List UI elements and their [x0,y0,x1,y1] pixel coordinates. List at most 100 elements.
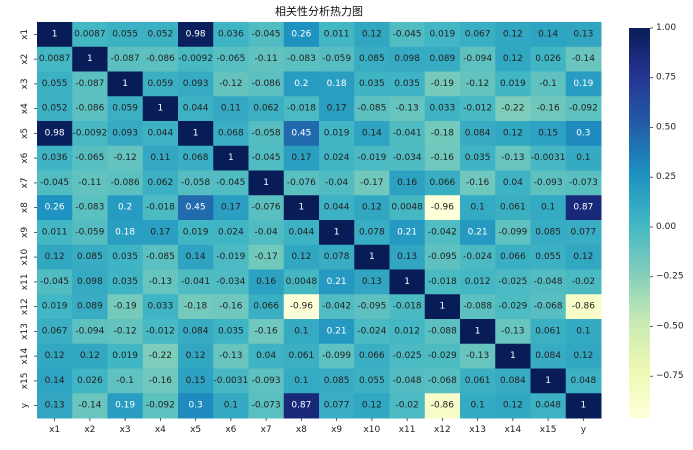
cell-value-label: 0.13 [573,29,593,39]
heatmap-cell [530,71,567,97]
cell-value-label: 0.12 [503,54,523,64]
heatmap-cell [37,145,73,171]
heatmap-cell [107,393,144,419]
cell-value-label: 0.14 [186,252,206,262]
cell-value-label: 1 [263,178,269,188]
heatmap-cell [213,319,249,345]
heatmap-cell [530,220,567,246]
heatmap-cell [389,145,426,171]
cell-value-label: 0.098 [394,54,420,64]
cell-value-label: -0.19 [431,79,455,89]
cell-value-label: 0.033 [429,104,455,114]
heatmap-cell [72,96,108,122]
heatmap-cell [248,393,285,419]
cell-value-label: 0.21 [327,326,347,336]
cell-value-label: 0.024 [324,153,350,163]
heatmap-cells: 1 0.0087 0.055 0.052 0.98 0.036 -0.045 0.26 0.01… [37,22,602,419]
cell-value-label: 0.17 [150,227,170,237]
heatmap-cell [283,22,320,48]
heatmap-cell [283,195,320,221]
cell-value-label: 0.019 [112,351,138,361]
cell-value-label: 0.019 [429,29,455,39]
cell-value-label: 0.044 [324,203,350,213]
cell-value-label: -0.96 [290,302,314,312]
cell-value-label: 1 [510,351,516,361]
y-tick-label: y [20,402,30,408]
cell-value-label: 1 [87,54,93,64]
heatmap-cell [565,368,602,394]
cell-value-label: 0.19 [573,79,593,89]
cell-value-label: -0.018 [393,302,422,312]
heatmap-cell [283,343,320,369]
colorbar: 1.00 0.75 0.50 0.25 0.00 −0.25 −0.50 −0.75 [629,23,684,418]
heatmap-cell [107,220,144,246]
cell-value-label: 0.17 [291,153,311,163]
cell-value-label: -0.045 [393,29,422,39]
heatmap-cell [107,294,144,320]
cell-value-label: 0.033 [147,302,173,312]
heatmap-cell [354,343,390,369]
heatmap-cell [72,393,108,419]
cell-value-label: 0.036 [218,29,244,39]
cell-value-label: -0.073 [569,178,598,188]
heatmap-cell [283,71,320,97]
heatmap-cell [460,343,496,369]
heatmap-cell [495,244,531,270]
cell-value-label: 0.067 [42,326,68,336]
heatmap-cell [37,220,73,246]
cell-value-label: 0.077 [324,401,350,411]
heatmap-cell [178,145,214,171]
cell-value-label: 0.011 [42,227,68,237]
heatmap-cell [107,22,144,48]
cell-value-label: -0.094 [75,326,104,336]
cell-value-label: -0.02 [572,277,595,287]
cell-value-label: 0.084 [535,351,561,361]
cell-value-label: 0.035 [112,277,138,287]
heatmap-cell [142,294,179,320]
cell-value-label: -0.13 [395,104,418,114]
y-tick-label: x13 [20,323,30,340]
heatmap-cell [37,46,73,72]
cell-value-label: -0.085 [146,252,175,262]
cell-value-label: 0.1 [576,326,590,336]
heatmap-cell [319,294,355,320]
heatmap-cell [283,368,320,394]
heatmap-cell [354,22,390,48]
heatmap-cell [213,343,249,369]
cell-value-label: 0.055 [42,79,68,89]
y-tick-label: x11 [20,273,30,290]
cell-value-label: 1 [158,104,164,114]
cell-value-label: -0.04 [254,227,278,237]
heatmap-cell [424,71,461,97]
cell-value-label: 0.17 [327,104,347,114]
heatmap-cell [37,71,73,97]
cell-value-label: 0.026 [535,54,561,64]
x-tick-label: x7 [261,425,272,435]
cell-value-label: 0.12 [186,351,206,361]
cell-value-label: 0.066 [429,178,455,188]
cell-value-label: 0.26 [291,29,311,39]
y-tick-label: x4 [20,103,30,114]
cell-value-label: -0.1 [116,376,134,386]
cell-value-label: -0.12 [113,326,136,336]
cell-value-label: -0.045 [252,29,281,39]
heatmap-cell [354,220,390,246]
cell-value-label: 1 [404,277,410,287]
heatmap-cell [142,195,179,221]
heatmap-cell [530,22,567,48]
cell-value-label: -0.076 [252,203,281,213]
cell-value-label: -0.024 [357,326,386,336]
cell-value-label: -0.0092 [73,128,108,138]
cell-value-label: -0.058 [252,128,281,138]
heatmap-cell [389,319,426,345]
heatmap-cell [283,170,320,196]
heatmap-cell [248,269,285,295]
cell-value-label: 0.0087 [74,29,106,39]
cell-value-label: -0.087 [111,54,140,64]
heatmap-cell [72,220,108,246]
colorbar-gradient [629,28,650,418]
cell-value-label: -0.034 [393,153,422,163]
heatmap-cell [424,121,461,147]
cell-value-label: -0.095 [428,252,457,262]
cell-value-label: 0.18 [327,79,347,89]
